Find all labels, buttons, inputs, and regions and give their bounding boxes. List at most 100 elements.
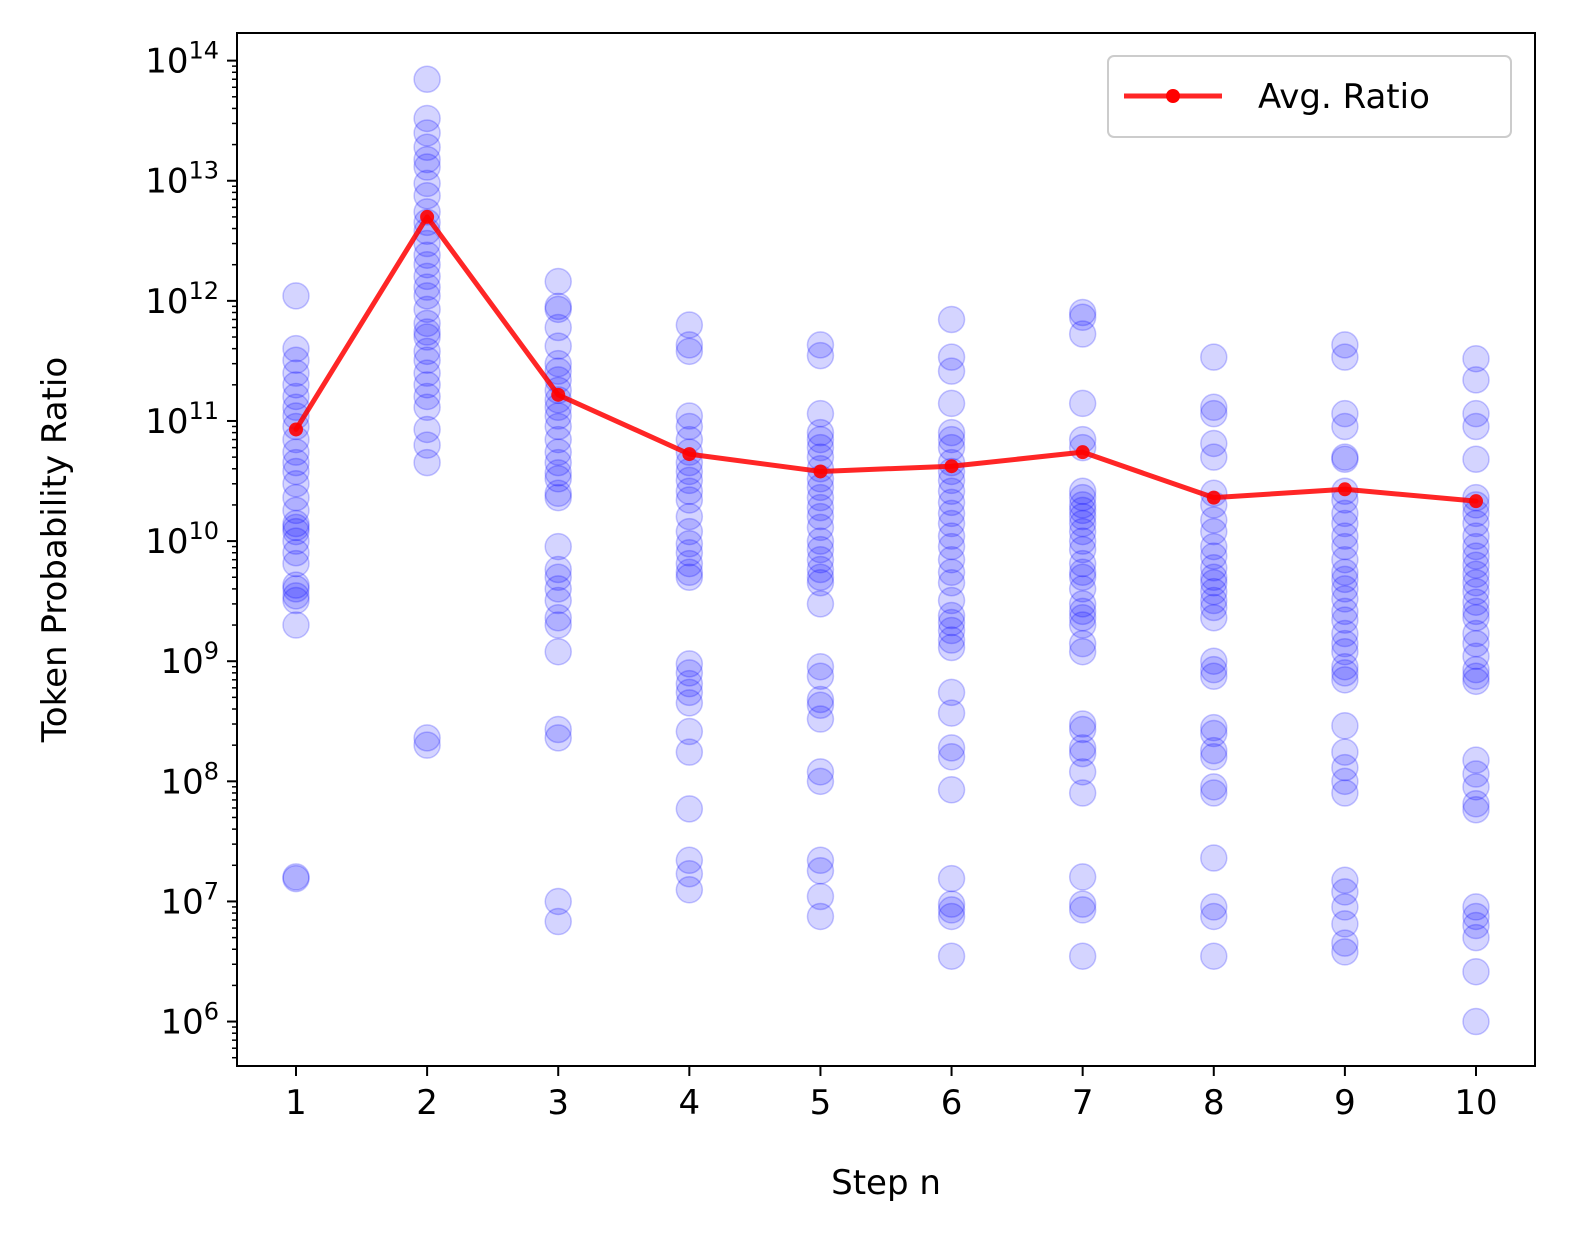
scatter-point: [1462, 577, 1490, 606]
scatter-point: [413, 145, 441, 174]
scatter-point: [937, 942, 966, 970]
scatter-point: [1200, 779, 1228, 807]
scatter-point: [937, 616, 966, 645]
scatter-point: [1331, 767, 1359, 796]
avg-ratio-marker: [1337, 482, 1352, 497]
scatter-point: [1331, 331, 1359, 359]
scatter-point: [413, 448, 441, 477]
scatter-point: [1200, 773, 1228, 801]
scatter-point: [413, 119, 441, 147]
scatter-point: [1462, 667, 1490, 696]
scatter-point: [937, 488, 966, 517]
scatter-point: [937, 626, 966, 654]
scatter-point: [282, 538, 310, 567]
scatter-point: [1331, 545, 1359, 574]
avg-ratio-marker: [1075, 445, 1090, 460]
scatter-point: [1331, 575, 1359, 603]
scatter-point: [282, 863, 310, 891]
scatter-point: [1068, 491, 1097, 519]
scatter-point: [1200, 604, 1228, 632]
scatter-point: [1331, 753, 1359, 782]
scatter-point: [806, 513, 835, 542]
scatter-point: [1200, 443, 1228, 471]
scatter-point: [937, 418, 966, 447]
scatter-point: [282, 359, 310, 387]
scatter-point: [1200, 399, 1228, 428]
scatter-point: [806, 563, 835, 592]
scatter-point: [1068, 597, 1097, 626]
scatter-point: [675, 549, 704, 578]
legend-marker-swatch: [1166, 89, 1180, 103]
scatter-point: [413, 182, 441, 210]
scatter-point: [1068, 563, 1097, 592]
scatter-point: [544, 611, 572, 639]
scatter-point: [1331, 558, 1359, 587]
scatter-point: [544, 479, 572, 508]
scatter-point: [937, 734, 966, 762]
scatter-point: [1462, 604, 1490, 632]
scatter-point: [806, 902, 835, 931]
scatter-point: [544, 459, 572, 487]
scatter-point: [1331, 597, 1359, 626]
scatter-point: [1068, 527, 1097, 555]
scatter-point: [1200, 577, 1228, 606]
scatter-point: [413, 153, 441, 181]
scatter-point: [1200, 563, 1228, 592]
scatter-point: [1068, 715, 1097, 744]
scatter-point: [282, 448, 310, 477]
scatter-point: [937, 499, 966, 528]
scatter-point: [806, 882, 835, 911]
scatter-point: [1068, 477, 1097, 505]
scatter-point: [544, 483, 572, 512]
scatter-point: [1462, 588, 1490, 616]
scatter-point: [1068, 549, 1097, 578]
scatter-point: [1331, 606, 1359, 634]
scatter-point: [806, 555, 835, 584]
scatter-point: [806, 758, 835, 786]
scatter-point: [413, 250, 441, 279]
scatter-point: [1200, 713, 1228, 742]
scatter-point: [282, 282, 310, 310]
scatter-point: [1200, 719, 1228, 748]
scatter-point: [1068, 942, 1097, 970]
scatter-point: [937, 776, 966, 804]
scatter-point: [282, 438, 310, 466]
scatter-point: [1331, 779, 1359, 807]
scatter-point: [413, 337, 441, 366]
scatter-point: [1068, 890, 1097, 918]
x-tick-label: 5: [810, 1083, 832, 1123]
scatter-point: [1068, 604, 1097, 632]
scatter-point: [1200, 429, 1228, 458]
scatter-point: [544, 604, 572, 632]
scatter-point: [1331, 629, 1359, 658]
scatter-point: [1331, 509, 1359, 538]
scatter-point: [806, 685, 835, 714]
scatter-point: [1462, 399, 1490, 428]
scatter-point: [1068, 509, 1097, 538]
scatter-point: [282, 509, 310, 538]
avg-ratio-marker: [551, 387, 566, 402]
scatter-point: [1068, 517, 1097, 546]
scatter-point: [413, 133, 441, 162]
scatter-point: [413, 262, 441, 291]
scatter-point: [1331, 443, 1359, 471]
scatter-point: [806, 341, 835, 370]
scatter-point: [937, 425, 966, 454]
scatter-point: [1068, 558, 1097, 587]
scatter-point: [937, 545, 966, 574]
x-tick-label: 6: [941, 1083, 963, 1123]
scatter-point: [413, 382, 441, 411]
legend-box: [1107, 55, 1512, 138]
scatter-point: [806, 590, 835, 618]
x-tick-label: 3: [547, 1083, 569, 1123]
scatter-point: [937, 305, 966, 334]
scatter-point: [1331, 565, 1359, 594]
scatter-point: [1068, 590, 1097, 618]
scatter-point: [1462, 1007, 1490, 1036]
scatter-point: [675, 538, 704, 567]
scatter-point: [806, 493, 835, 522]
x-tick-label: 9: [1334, 1083, 1356, 1123]
scatter-point: [544, 438, 572, 466]
scatter-point: [544, 637, 572, 666]
